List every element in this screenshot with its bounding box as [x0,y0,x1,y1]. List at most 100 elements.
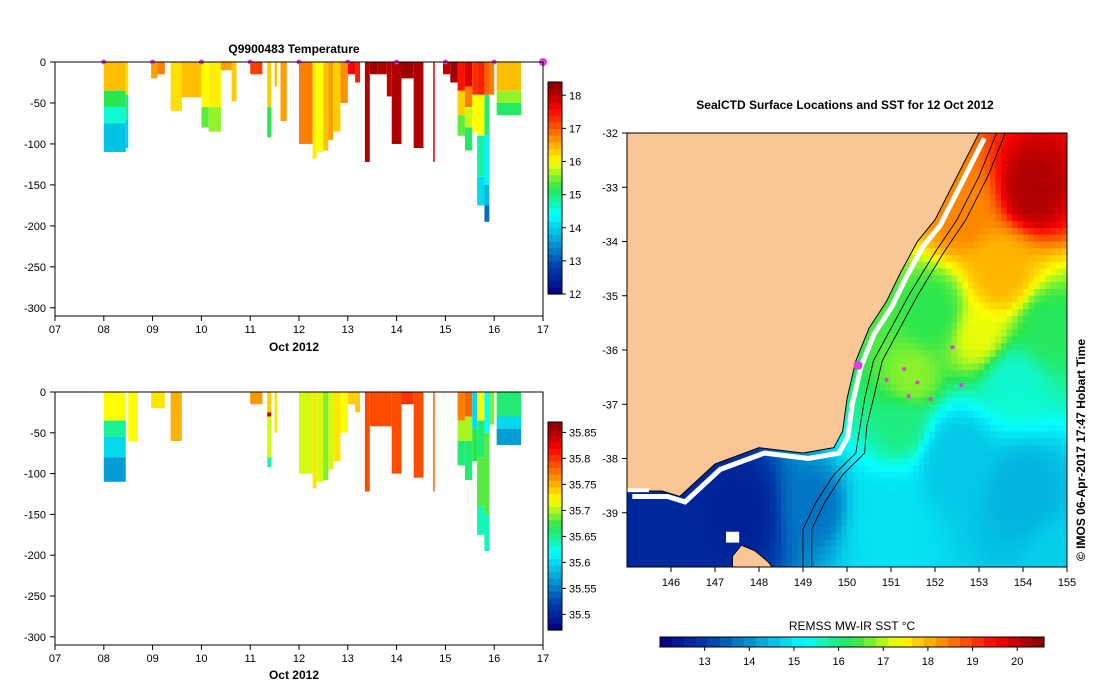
sst-cell [979,241,986,249]
sst-cell [979,261,986,270]
sst-cell [946,282,953,290]
sst-cell [830,458,837,466]
sst-cell [935,451,942,460]
sst-cell [1017,255,1024,263]
sst-cell [1056,288,1063,297]
salinity-profile-cell [484,392,490,433]
sst-cell [715,512,722,521]
sst-cell [654,519,661,527]
sst-cell [1061,343,1067,351]
sst-cell [962,377,969,385]
sst-cell [979,227,986,236]
sst-cell [737,499,744,507]
sst-cell [1056,221,1063,229]
sst-cell [1039,390,1046,399]
sst-cell [990,322,997,331]
sst-cell [1006,255,1013,263]
sst-cell [726,519,733,527]
sst-cell [907,431,914,439]
sst-cell [627,499,634,507]
sst-cell [1017,377,1024,385]
sst-cell [1061,295,1067,304]
sst-cell [885,451,892,460]
sst-cell [704,512,711,521]
sst-cell [1017,478,1024,487]
sst-cell [797,519,804,527]
sst-cell [874,492,881,500]
sst-cell [907,356,914,365]
sst-cell [973,377,980,385]
sst-cell [781,465,788,473]
sst-cell [924,519,931,527]
sst-cell [869,505,876,514]
sst-cell [852,444,859,453]
sst-cell [973,411,980,419]
sst-cell [935,214,942,222]
sst-cell [929,512,936,521]
sst-cell [984,397,991,405]
sst-cell [946,411,953,419]
sst-cell [1023,397,1030,405]
sst-cell [1001,499,1008,507]
sst-cell [1012,377,1019,385]
temperature-colorbar-color-step [548,214,562,222]
sst-cell [885,411,892,419]
sst-cell [1006,329,1013,338]
sst-cell [918,499,925,507]
sst-cell [918,288,925,297]
sst-cell [1034,234,1041,243]
sst-cell [946,465,953,473]
salinity-profile-cell [364,392,370,492]
sst-cell [1061,173,1067,182]
sst-cell [660,499,667,507]
sst-cell [1056,146,1063,154]
sst-cell [1006,499,1013,507]
sst-cell [929,377,936,385]
sst-cell [891,377,898,385]
sst-cell [1045,519,1052,527]
sst-cell [1017,139,1024,148]
sst-cell [654,505,661,514]
sst-cell [973,370,980,378]
sst-cell [935,519,942,527]
sst-cell [1001,282,1008,290]
sst-cell [1012,227,1019,236]
sst-cell [918,397,925,405]
sst-cell [946,275,953,283]
salinity-colorbar-color-step [548,474,562,482]
sst-cell [1061,444,1067,453]
sst-cell [907,478,914,487]
sst-cell [1050,302,1057,310]
sst-cell [1006,234,1013,243]
sst-cell [1050,505,1057,514]
sst-cell [720,499,727,507]
sst-cell [1034,194,1041,202]
sst-cell [1045,322,1052,331]
sst-cell [962,302,969,310]
sst-cell [1045,248,1052,256]
sst-cell [984,424,991,432]
sst-cell [929,329,936,338]
sst-cell [874,458,881,466]
sst-cell [792,485,799,494]
sst-cell [858,411,865,419]
sst-cell [731,512,738,521]
sst-cell [907,519,914,527]
temperature-profile-cell [151,62,158,79]
sst-cell [1045,295,1052,304]
sst-cell [819,478,826,487]
sst-cell [1017,512,1024,521]
sst-cell [957,458,964,466]
sst-cell [814,526,821,534]
sst-cell [1039,200,1046,209]
sst-cell [1056,404,1063,412]
temperature-colorbar-color-step [548,274,562,282]
sst-cell [803,492,810,500]
sst-cell [1017,316,1024,324]
sst-cell [918,519,925,527]
sst-cell [891,465,898,473]
sst-cell [1001,505,1008,514]
sst-cell [1039,261,1046,270]
sst-cell [1050,275,1057,283]
map-layer [627,133,1067,567]
